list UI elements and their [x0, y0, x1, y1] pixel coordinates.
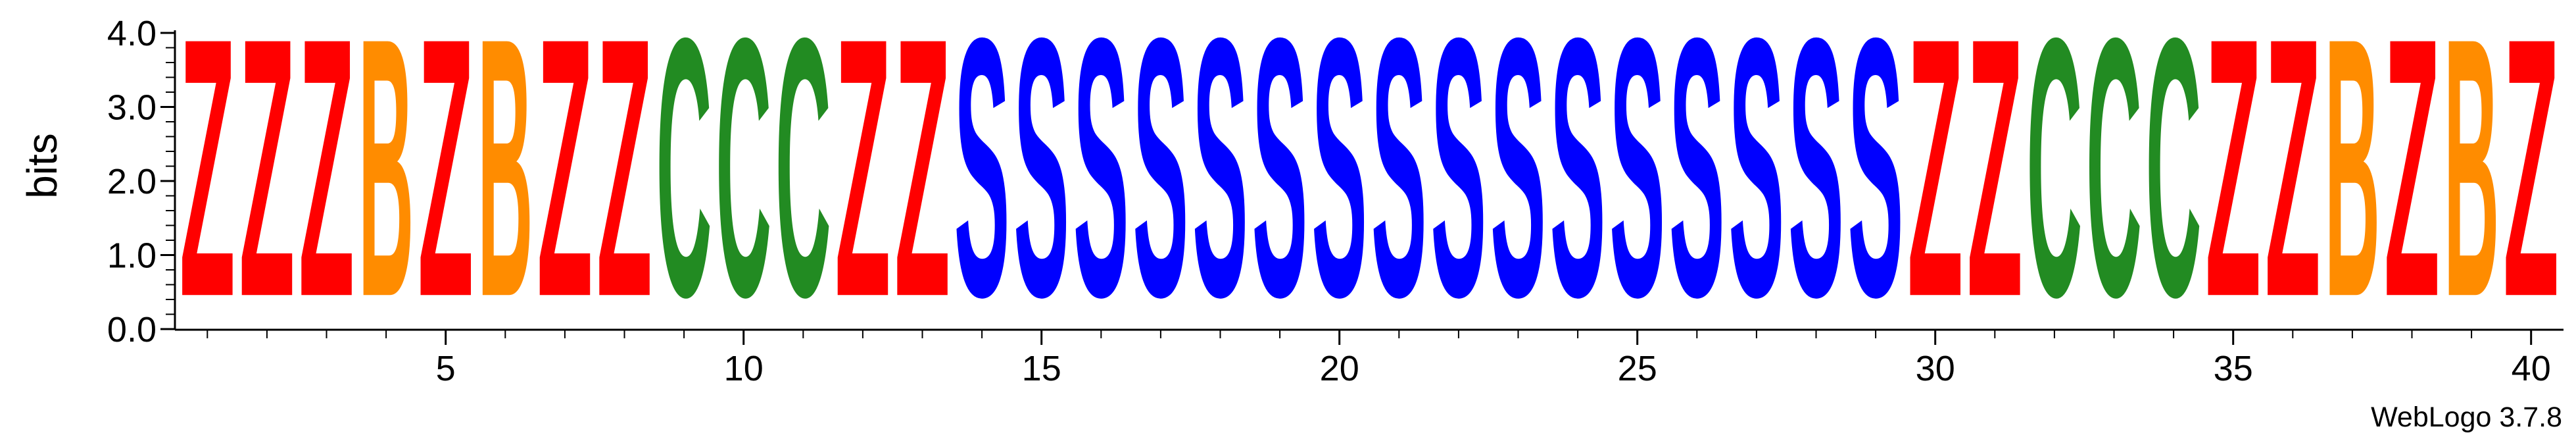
logo-glyph-c-pos-10: C: [716, 0, 771, 373]
logo-glyph-z-pos-12: Z: [835, 0, 891, 374]
y-axis-title: bits: [18, 133, 66, 199]
logo-glyph-s-pos-25: S: [1609, 0, 1665, 374]
logo-glyph-s-pos-15: S: [1013, 0, 1069, 374]
logo-glyph-s-pos-24: S: [1550, 0, 1606, 374]
logo-glyph-s-pos-20: S: [1311, 0, 1367, 374]
logo-glyph-s-pos-21: S: [1371, 0, 1427, 374]
logo-glyph-b-pos-37: B: [2325, 0, 2381, 373]
logo-glyph-b-pos-4: B: [358, 0, 414, 373]
logo-glyph-s-pos-19: S: [1252, 0, 1308, 374]
logo-glyph-c-pos-11: C: [775, 0, 831, 373]
logo-glyph-z-pos-7: Z: [537, 0, 593, 374]
logo-glyph-s-pos-27: S: [1729, 0, 1785, 374]
logo-glyph-z-pos-35: Z: [2205, 0, 2261, 374]
y-tick-label: 1.0: [107, 236, 157, 276]
logo-glyph-c-pos-32: C: [2027, 0, 2083, 373]
logo-glyph-b-pos-39: B: [2444, 0, 2500, 373]
logo-glyph-z-pos-31: Z: [1967, 0, 2023, 374]
y-axis-ticks: 0.0 1.0 2.0 3.0 4.0: [107, 14, 175, 349]
x-tick-label: 35: [2214, 349, 2253, 388]
logo-glyph-z-pos-36: Z: [2265, 0, 2321, 374]
logo-glyph-c-pos-33: C: [2086, 0, 2142, 373]
y-tick-label: 4.0: [107, 14, 157, 53]
y-tick-label: 0.0: [107, 310, 157, 349]
x-tick-label: 20: [1320, 349, 1359, 388]
x-tick-label: 30: [1916, 349, 1955, 388]
logo-glyph-z-pos-38: Z: [2384, 0, 2440, 374]
logo-glyph-z-pos-2: Z: [239, 0, 295, 374]
x-tick-label: 10: [724, 349, 764, 388]
logo-glyph-s-pos-23: S: [1490, 0, 1546, 374]
logo-glyph-z-pos-13: Z: [894, 0, 950, 374]
logo-glyph-s-pos-29: S: [1848, 0, 1904, 374]
y-tick-label: 2.0: [107, 162, 157, 201]
logo-glyph-b-pos-6: B: [477, 0, 533, 373]
logo-glyph-s-pos-17: S: [1133, 0, 1189, 374]
weblogo-credit: WebLogo 3.7.8: [2371, 401, 2562, 433]
logo-glyph-c-pos-34: C: [2146, 0, 2202, 373]
logo-glyph-z-pos-30: Z: [1907, 0, 1963, 374]
logo-glyph-c-pos-9: C: [656, 0, 712, 373]
logo-glyph-s-pos-26: S: [1669, 0, 1725, 374]
x-tick-label: 5: [436, 349, 456, 388]
logo-glyph-z-pos-5: Z: [418, 0, 474, 374]
logo-glyph-s-pos-28: S: [1788, 0, 1844, 374]
x-tick-label: 15: [1022, 349, 1061, 388]
logo-glyph-z-pos-8: Z: [596, 0, 652, 374]
x-axis-ticks: 5 10 15 20 25 30 35 40: [207, 330, 2551, 388]
logo-glyph-z-pos-3: Z: [299, 0, 354, 374]
logo-glyph-s-pos-14: S: [954, 0, 1010, 374]
x-tick-label: 25: [1618, 349, 1657, 388]
logo-glyph-z-pos-40: Z: [2503, 0, 2559, 374]
logo-glyph-s-pos-22: S: [1431, 0, 1487, 374]
logo-glyph-z-pos-1: Z: [180, 0, 235, 374]
x-tick-label: 40: [2512, 349, 2551, 388]
y-tick-label: 3.0: [107, 88, 157, 128]
logo-glyph-s-pos-16: S: [1073, 0, 1129, 374]
logo-glyph-s-pos-18: S: [1192, 0, 1248, 374]
